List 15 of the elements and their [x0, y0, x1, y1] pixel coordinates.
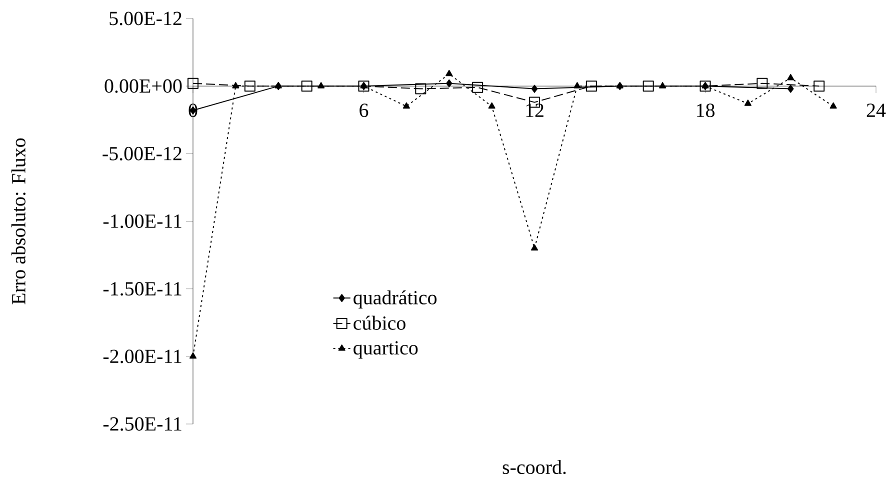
legend-label: quadrático: [354, 290, 437, 308]
y-tick-label: -1.50E-11: [103, 282, 182, 296]
y-tick-label: -2.50E-11: [103, 417, 182, 431]
y-tick-label: -2.00E-11: [103, 350, 182, 364]
x-axis-title: s-coord.: [502, 460, 566, 474]
y-tick-label: 0.00E+00: [104, 79, 182, 93]
y-axis-title: Erro absoluto: Fluxo: [11, 138, 26, 304]
y-tick-label: -1.00E-11: [103, 214, 182, 228]
y-tick-label: -5.00E-12: [102, 146, 182, 160]
legend-label: quartico: [354, 341, 418, 359]
x-tick-label: 6: [360, 104, 368, 118]
y-tick-label: 5.00E-12: [110, 12, 182, 26]
x-tick-label: 18: [697, 104, 714, 118]
x-tick-label: 24: [866, 104, 886, 117]
legend-label: cúbico: [354, 316, 406, 330]
